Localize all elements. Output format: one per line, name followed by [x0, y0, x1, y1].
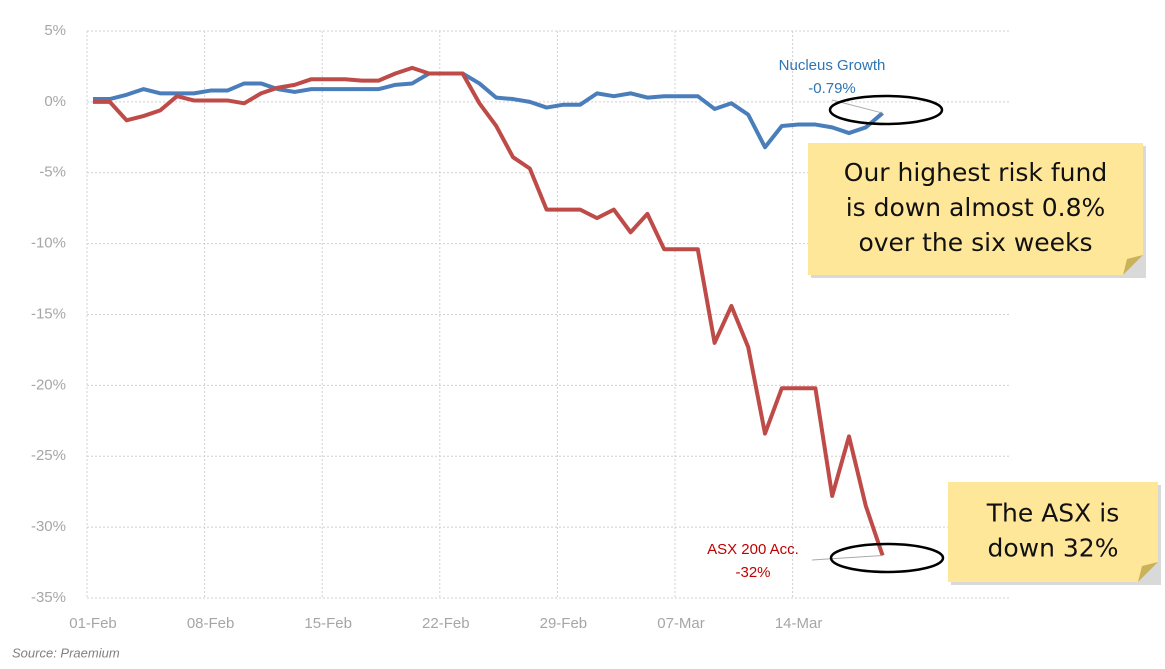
y-tick-label: 0%	[44, 93, 66, 110]
y-tick-label: 5%	[44, 22, 66, 39]
x-tick-label: 07-Mar	[657, 615, 705, 632]
y-tick-label: -5%	[39, 164, 66, 181]
series-label: ASX 200 Acc.	[707, 541, 799, 558]
y-tick-label: -25%	[31, 447, 66, 464]
x-tick-label: 14-Mar	[775, 615, 823, 632]
source: Source: Praemium	[12, 645, 120, 660]
note-body	[948, 482, 1158, 582]
note-fold	[1123, 255, 1143, 275]
line	[93, 65, 885, 557]
x-tick-label: 01-Feb	[69, 615, 117, 632]
y-tick-label: -35%	[31, 589, 66, 606]
data-label: -32%	[735, 564, 770, 581]
data-label: -0.79%	[808, 80, 856, 97]
note-fold	[1138, 562, 1158, 582]
line	[93, 71, 884, 150]
x-tick-label: 15-Feb	[304, 615, 352, 632]
sticky-note: Our highest risk fund is down almost 0.8%…	[808, 143, 1146, 278]
sticky-note: The ASX is down 32%	[948, 482, 1161, 585]
x-tick-label: 22-Feb	[422, 615, 470, 632]
highlight-ellipse	[829, 542, 945, 574]
x-tick-label: 29-Feb	[540, 615, 588, 632]
note-text: down 32%	[988, 534, 1119, 563]
x-tick-label: 08-Feb	[187, 615, 235, 632]
leader-line	[811, 554, 883, 561]
series-label: Nucleus Growth	[779, 57, 886, 74]
y-tick-label: -10%	[31, 235, 66, 252]
y-tick-label: -15%	[31, 305, 66, 322]
note-text: is down almost 0.8%	[846, 193, 1106, 222]
note-text: Our highest risk fund	[844, 158, 1107, 187]
note-text: over the six weeks	[858, 228, 1092, 257]
note-text: The ASX is	[986, 499, 1119, 528]
highlight-ellipse	[828, 94, 944, 126]
y-tick-label: -20%	[31, 376, 66, 393]
note-body	[808, 143, 1143, 275]
y-tick-label: -30%	[31, 518, 66, 535]
